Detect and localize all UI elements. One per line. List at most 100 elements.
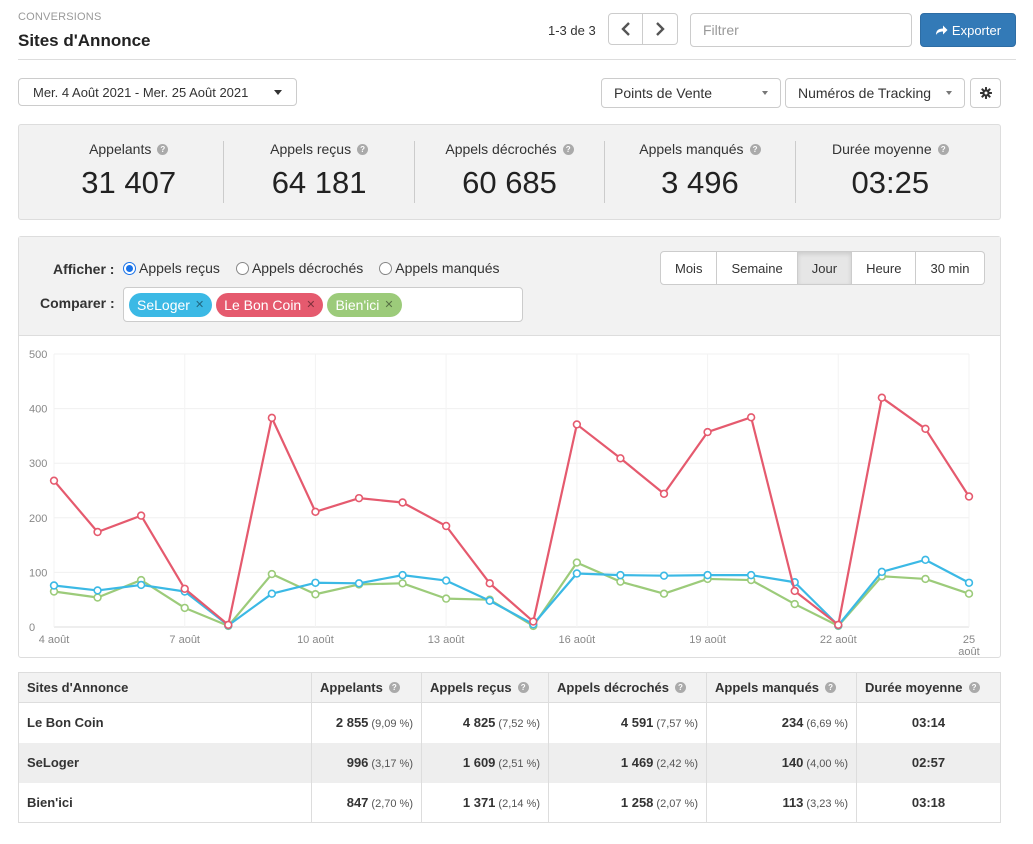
chart-panel: Afficher : Appels reçus Appels décrochés… (18, 236, 1001, 658)
table-row[interactable]: Bien'ici 847 (2,70 %) 1 371 (2,14 %) 1 258… (18, 782, 1001, 823)
date-range-picker[interactable]: Mer. 4 Août 2021 - Mer. 25 Août 2021 (18, 78, 297, 106)
radio-appels-recus[interactable]: Appels reçus (123, 260, 220, 276)
gear-icon (979, 87, 992, 99)
cell-recus: 4 825 (7,52 %) (421, 702, 549, 743)
cell-site-name: SeLoger (18, 742, 312, 783)
x-tick-label: 7 août (169, 634, 200, 646)
data-point (136, 511, 146, 520)
data-point (224, 620, 233, 630)
table-row[interactable]: SeLoger 996 (3,17 %) 1 609 (2,51 %) 1 469(… (18, 742, 1001, 783)
remove-tag-icon[interactable]: ✕ (194, 299, 205, 311)
afficher-label: Afficher : (53, 261, 115, 277)
data-point (93, 593, 102, 602)
data-point (964, 578, 974, 587)
cell-recus: 1 609 (2,51 %) (421, 742, 549, 783)
stat-value: 64 181 (271, 165, 367, 200)
points-de-vente-label: Points de Vente (614, 85, 713, 101)
data-point (921, 574, 930, 584)
help-icon[interactable]: ? (562, 143, 574, 155)
stat-label: Durée moyenne (832, 141, 932, 157)
column-header[interactable]: Appelants? (311, 672, 422, 703)
help-icon[interactable]: ? (157, 143, 169, 155)
remove-tag-icon[interactable]: ✕ (384, 299, 394, 311)
data-point (354, 579, 364, 588)
period-mois-button[interactable]: Mois (660, 251, 718, 285)
help-icon[interactable]: ? (749, 143, 761, 155)
help-icon[interactable]: ? (357, 143, 369, 155)
data-point (834, 620, 843, 630)
page-header: CONVERSIONS Sites d'Annonce 1-3 de 3 Exp… (18, 10, 1016, 60)
column-header[interactable]: Appels manqués? (706, 672, 857, 703)
help-icon[interactable]: ? (517, 682, 529, 693)
previous-page-button[interactable] (608, 13, 643, 45)
data-point (267, 413, 277, 423)
data-point (572, 558, 582, 567)
stat-label: Appels reçus (270, 141, 352, 157)
date-range-label: Mer. 4 Août 2021 - Mer. 25 Août 2021 (33, 84, 249, 100)
cell-manques: 140 (4,00 %) (706, 742, 857, 783)
column-header[interactable]: Appels décrochés? (548, 672, 707, 703)
data-point (659, 589, 669, 598)
data-point (311, 507, 320, 516)
stat-duree-moyenne: Durée moyenne? 03:25 (796, 141, 985, 203)
stat-value: 31 407 (81, 165, 177, 200)
next-page-button[interactable] (643, 13, 678, 45)
data-point (180, 603, 189, 613)
cell-site-name: Le Bon Coin (18, 702, 312, 743)
radio-button[interactable] (123, 261, 136, 275)
remove-tag-icon[interactable]: ✕ (306, 299, 316, 311)
data-point (398, 570, 407, 580)
column-header[interactable]: Appels reçus? (421, 672, 549, 703)
help-icon[interactable]: ? (388, 682, 400, 693)
table-row[interactable]: Le Bon Coin 2 855 (9,09 %) 4 825 (7,52 %) … (18, 702, 1001, 743)
y-tick-label: 200 (29, 513, 47, 525)
help-icon[interactable]: ? (968, 682, 980, 693)
radio-appels-manques[interactable]: Appels manqués (379, 260, 500, 276)
help-icon[interactable]: ? (675, 682, 686, 693)
data-point (93, 586, 102, 595)
breadcrumb: CONVERSIONS (18, 11, 102, 23)
radio-appels-decroches[interactable]: Appels décrochés (235, 260, 363, 276)
settings-button[interactable] (970, 78, 1001, 108)
caret-down-icon (274, 89, 282, 95)
cell-duree: 03:14 (856, 702, 1001, 743)
series-line (53, 396, 970, 626)
column-header-label: Appels manqués (715, 680, 820, 695)
data-point (398, 579, 407, 588)
period-semaine-button[interactable]: Semaine (717, 251, 798, 285)
stat-appelants: Appelants? 31 407 (34, 141, 225, 203)
cell-appelants: 996 (3,17 %) (311, 742, 422, 783)
x-tick-label: 4 août (39, 634, 70, 646)
period-30min-button[interactable]: 30 min (916, 251, 985, 285)
data-point (659, 489, 669, 498)
column-header[interactable]: Sites d'Annonce (18, 672, 312, 703)
period-heure-button[interactable]: Heure (852, 251, 917, 285)
y-tick-label: 400 (29, 404, 47, 416)
compare-tag-input[interactable]: SeLoger ✕ Le Bon Coin ✕ Bien'ici ✕ (123, 287, 523, 322)
cell-duree: 02:57 (856, 742, 1001, 783)
numeros-tracking-select[interactable]: Numéros de Tracking (785, 78, 965, 108)
x-tick-label: août (958, 646, 979, 657)
help-icon[interactable]: ? (937, 143, 949, 155)
tag-bienici: Bien'ici ✕ (327, 292, 402, 317)
y-tick-label: 300 (29, 458, 47, 470)
line-chart: 0 100 200 300 400 500 4 août 7 août 10 août 13 ao… (29, 349, 980, 657)
data-point (267, 569, 277, 579)
column-header-label: Sites d'Annonce (27, 680, 129, 695)
cell-decroches: 1 469 (2,42 %) (548, 742, 707, 783)
period-jour-button[interactable]: Jour (797, 251, 853, 285)
y-tick-label: 500 (29, 349, 47, 361)
export-button[interactable]: Exporter (920, 13, 1016, 47)
radio-button[interactable] (379, 261, 393, 275)
filter-input[interactable] (690, 13, 912, 47)
column-header[interactable]: Durée moyenne? (856, 672, 1001, 703)
help-icon[interactable]: ? (825, 682, 837, 693)
points-de-vente-select[interactable]: Points de Vente (601, 78, 781, 108)
chart-controls: Afficher : Appels reçus Appels décrochés… (19, 237, 1000, 336)
data-point (616, 570, 625, 580)
radio-button[interactable] (235, 261, 249, 275)
data-point (529, 617, 538, 626)
stat-value: 60 685 (462, 165, 557, 200)
cell-decroches: 1 258 (2,07 %) (548, 782, 707, 823)
x-tick-label: 13 août (428, 634, 465, 646)
